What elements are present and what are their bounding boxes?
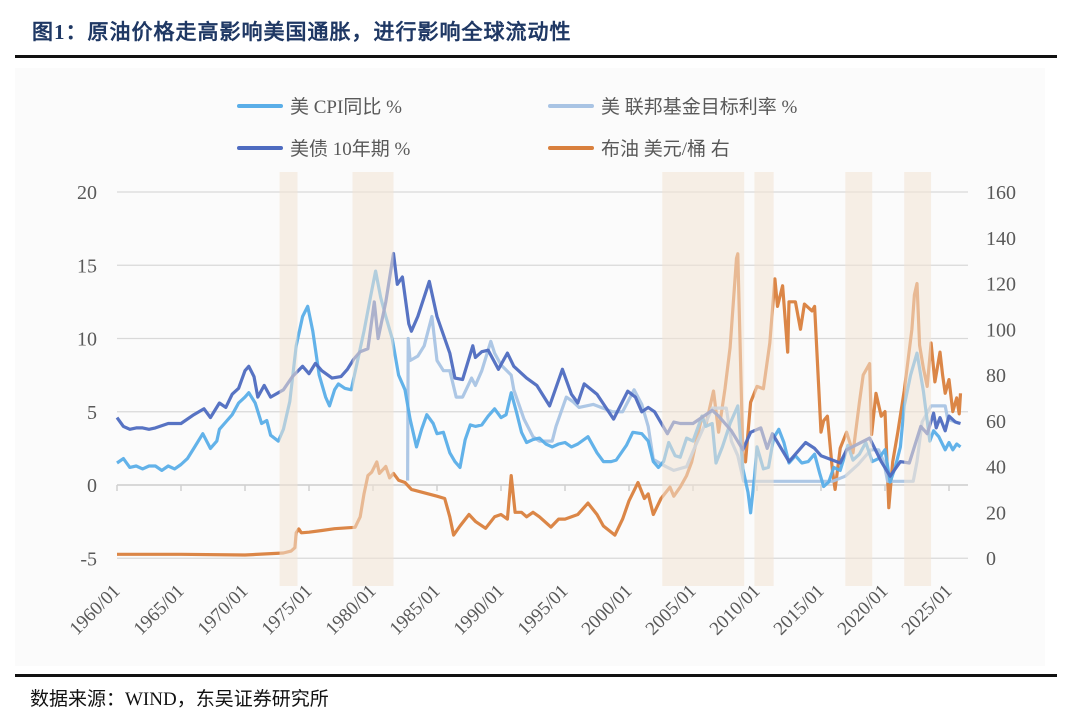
y-left-tick-label: 0 (87, 475, 97, 497)
x-tick-label: 2000/01 (578, 581, 637, 640)
legend-label-fed: 美 联邦基金目标利率 % (601, 97, 798, 118)
shaded-period (279, 172, 298, 586)
legend-item-brent: 布油 美元/桶 右 (548, 134, 730, 161)
y-right-tick-label: 100 (986, 319, 1016, 341)
series-line-brent (117, 252, 963, 557)
legend-item-10y: 美债 10年期 % (237, 134, 410, 161)
x-tick-label: 1975/01 (258, 581, 317, 640)
shaded-period (352, 172, 394, 586)
x-tick-label: 1990/01 (450, 581, 509, 640)
y-right-tick-label: 120 (986, 274, 1016, 296)
legend-swatch-brent (548, 145, 594, 150)
legend-item-cpi: 美 CPI同比 % (237, 92, 402, 119)
source-note: 数据来源：WIND，东吴证券研究所 (30, 689, 329, 710)
y-right-tick-label: 80 (986, 365, 1006, 387)
shaded-period (845, 172, 873, 586)
legend-label-brent: 布油 美元/桶 右 (601, 139, 730, 160)
series-line-us10y (115, 251, 961, 478)
x-tick-label: 2020/01 (834, 581, 893, 640)
y-right-tick-label: 60 (986, 411, 1006, 433)
x-tick-label: 2015/01 (770, 581, 829, 640)
x-tick-label: 2025/01 (898, 581, 957, 640)
y-right-tick-label: 20 (986, 502, 1006, 524)
legend-swatch-fed (548, 103, 594, 108)
x-tick-label: 2010/01 (706, 581, 765, 640)
y-right-tick-label: 40 (986, 457, 1006, 479)
y-left-tick-label: -5 (80, 548, 97, 570)
y-left-tick-label: 15 (77, 255, 97, 277)
x-tick-label: 1995/01 (514, 581, 573, 640)
figure-title: 图1：原油价格走高影响美国通胀，进行影响全球流动性 (32, 20, 572, 44)
y-right-tick-label: 160 (986, 182, 1016, 204)
chart-panel (15, 68, 1045, 666)
shaded-period (904, 172, 932, 586)
source-rule (15, 674, 1057, 677)
legend-label-cpi: 美 CPI同比 % (290, 97, 402, 118)
title-rule (15, 55, 1057, 58)
series-line-cpi (116, 269, 962, 515)
y-right-tick-label: 0 (986, 548, 996, 570)
shaded-period (754, 172, 774, 586)
x-tick-label: 1985/01 (386, 581, 445, 640)
x-tick-label: 1965/01 (130, 581, 189, 640)
legend-swatch-10y (237, 145, 283, 150)
x-tick-label: 1970/01 (194, 581, 253, 640)
shaded-period (662, 172, 745, 586)
y-left-tick-label: 5 (87, 402, 97, 424)
x-tick-label: 2005/01 (642, 581, 701, 640)
y-right-tick-label: 140 (986, 228, 1016, 250)
x-tick-label: 1960/01 (66, 581, 125, 640)
x-tick-label: 1980/01 (322, 581, 381, 640)
legend-item-fed: 美 联邦基金目标利率 % (548, 92, 797, 119)
y-left-tick-label: 10 (77, 329, 97, 351)
y-left-tick-label: 20 (77, 182, 97, 204)
legend-label-10y: 美债 10年期 % (290, 139, 411, 160)
legend-swatch-cpi (237, 103, 283, 108)
